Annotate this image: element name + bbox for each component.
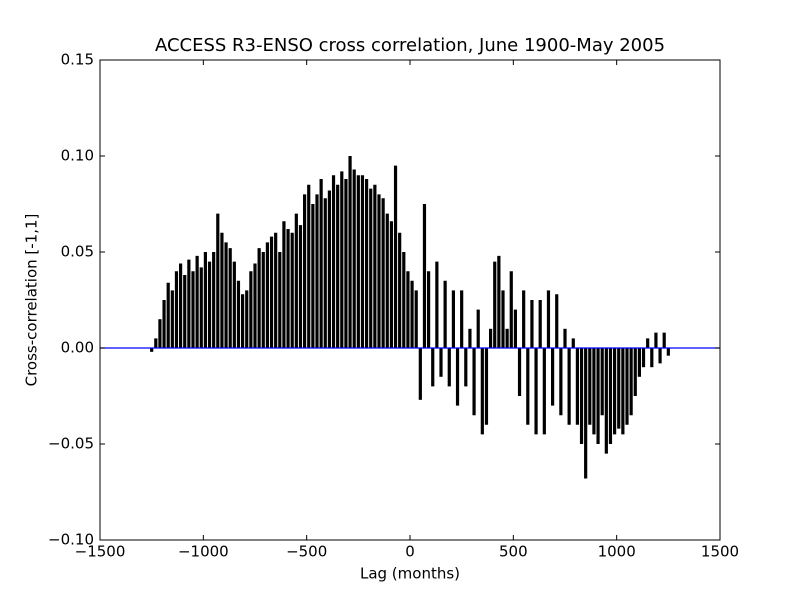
- y-tick-label: 0.10: [61, 147, 94, 165]
- y-tick-label: −0.10: [48, 531, 94, 549]
- x-tick-label: −500: [286, 543, 327, 561]
- x-tick-label: −1500: [75, 543, 126, 561]
- x-tick-label: 1500: [701, 543, 739, 561]
- y-tick-label: 0.00: [61, 339, 94, 357]
- y-axis-label: Cross-correlation [-1,1]: [23, 214, 41, 387]
- y-tick-label: 0.15: [61, 51, 94, 69]
- chart-title: ACCESS R3-ENSO cross correlation, June 1…: [155, 35, 665, 56]
- x-axis-label: Lag (months): [360, 565, 460, 583]
- y-tick-label: 0.05: [61, 243, 94, 261]
- x-tick-label: −1000: [178, 543, 229, 561]
- y-tick-label: −0.05: [48, 435, 94, 453]
- x-tick-label: 500: [499, 543, 528, 561]
- x-tick-label: 1000: [598, 543, 636, 561]
- x-tick-label: 0: [405, 543, 415, 561]
